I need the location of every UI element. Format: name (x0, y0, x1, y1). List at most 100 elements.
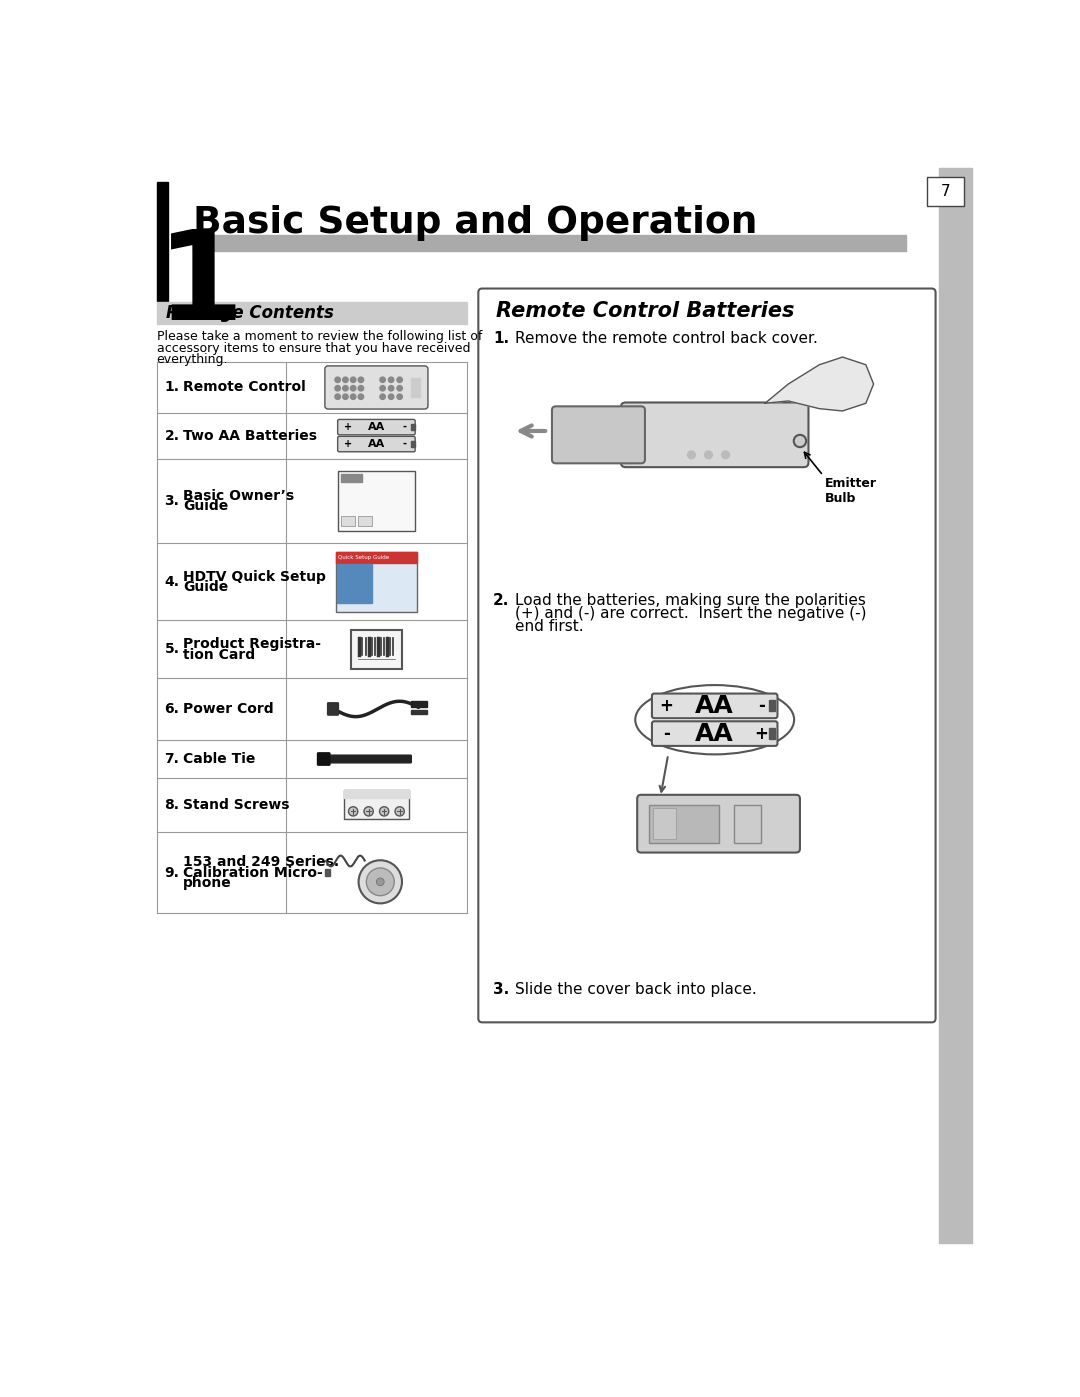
Circle shape (379, 806, 389, 816)
Circle shape (364, 806, 374, 816)
Text: +: + (345, 422, 352, 432)
Circle shape (359, 377, 364, 383)
Text: 1.: 1. (494, 331, 509, 346)
Bar (193, 236, 906, 251)
Circle shape (380, 377, 386, 383)
FancyBboxPatch shape (621, 402, 809, 467)
Circle shape (397, 394, 403, 400)
Text: Quick Setup Guide: Quick Setup Guide (338, 555, 389, 560)
Text: 4.: 4. (164, 576, 179, 590)
Text: Power Cord: Power Cord (183, 701, 273, 715)
Text: Package Contents: Package Contents (166, 305, 334, 323)
Text: (+) and (-) are correct.  Insert the negative (-): (+) and (-) are correct. Insert the nega… (515, 606, 866, 620)
FancyBboxPatch shape (478, 289, 935, 1023)
Text: accessory items to ensure that you have received: accessory items to ensure that you have … (157, 342, 470, 355)
Bar (769, 728, 775, 739)
Text: 6.: 6. (164, 701, 179, 715)
Bar (337, 564, 373, 602)
Circle shape (389, 394, 394, 400)
Text: -: - (403, 422, 406, 432)
Text: 153 and 249 Series.: 153 and 249 Series. (183, 855, 339, 869)
Circle shape (366, 868, 394, 895)
Circle shape (342, 394, 348, 400)
Circle shape (380, 394, 386, 400)
Bar (157, 302, 467, 324)
Bar (652, 807, 676, 840)
Bar (336, 552, 417, 612)
Text: 5.: 5. (164, 643, 179, 657)
Bar (357, 515, 372, 527)
Text: -: - (663, 725, 670, 743)
Text: AA: AA (368, 422, 386, 432)
Text: 3.: 3. (494, 982, 510, 996)
Bar (734, 805, 761, 842)
Bar (927, 177, 964, 207)
Text: +: + (754, 725, 768, 743)
FancyBboxPatch shape (327, 703, 338, 715)
Circle shape (359, 386, 364, 391)
Circle shape (704, 451, 713, 458)
Circle shape (342, 386, 348, 391)
Circle shape (350, 386, 356, 391)
Text: Basic Owner’s: Basic Owner’s (183, 489, 294, 503)
Text: Cable Tie: Cable Tie (183, 752, 256, 766)
Circle shape (350, 394, 356, 400)
Text: 1: 1 (157, 225, 244, 346)
FancyBboxPatch shape (338, 419, 415, 434)
Circle shape (389, 386, 394, 391)
FancyBboxPatch shape (552, 407, 645, 464)
Polygon shape (765, 358, 874, 411)
Text: 3.: 3. (164, 495, 179, 509)
Text: 9.: 9. (164, 866, 179, 880)
Circle shape (377, 877, 384, 886)
Text: Stand Screws: Stand Screws (183, 798, 289, 812)
Circle shape (359, 861, 402, 904)
Text: Basic Setup and Operation: Basic Setup and Operation (193, 204, 757, 240)
Text: Guide: Guide (183, 500, 228, 514)
Circle shape (395, 806, 404, 816)
Bar (341, 515, 354, 527)
Text: Calibration Micro-: Calibration Micro- (183, 866, 323, 880)
Circle shape (359, 394, 364, 400)
Text: +: + (660, 697, 674, 715)
Circle shape (380, 386, 386, 391)
Bar (343, 789, 409, 798)
Circle shape (335, 394, 340, 400)
Bar (649, 805, 718, 842)
Text: HDTV Quick Setup: HDTV Quick Setup (183, 570, 326, 584)
FancyBboxPatch shape (338, 436, 415, 451)
Circle shape (335, 386, 340, 391)
Bar (351, 630, 402, 669)
Circle shape (335, 377, 340, 383)
Text: Two AA Batteries: Two AA Batteries (183, 429, 318, 443)
Circle shape (721, 451, 729, 458)
Text: Remote Control: Remote Control (183, 380, 306, 394)
Text: Please take a moment to review the following list of: Please take a moment to review the follo… (157, 330, 482, 344)
Text: Product Registra-: Product Registra- (183, 637, 321, 651)
Bar (338, 471, 415, 531)
Text: Guide: Guide (183, 580, 228, 594)
Bar (343, 789, 409, 819)
Bar (411, 711, 427, 714)
Circle shape (688, 451, 696, 458)
Text: Remote Control Batteries: Remote Control Batteries (496, 300, 795, 321)
Text: 2.: 2. (164, 429, 179, 443)
Bar (410, 379, 420, 397)
Bar (940, 168, 972, 1243)
FancyBboxPatch shape (328, 756, 411, 763)
Text: -: - (403, 439, 406, 448)
Text: AA: AA (696, 722, 734, 746)
Text: AA: AA (696, 694, 734, 718)
Text: 1.: 1. (164, 380, 179, 394)
Bar (410, 425, 415, 430)
Text: tion Card: tion Card (183, 648, 255, 662)
Circle shape (397, 386, 403, 391)
Text: everything.: everything. (157, 353, 228, 366)
Text: -: - (758, 697, 765, 715)
Ellipse shape (635, 685, 794, 754)
Text: end first.: end first. (515, 619, 583, 634)
Text: Load the batteries, making sure the polarities: Load the batteries, making sure the pola… (515, 592, 866, 608)
Circle shape (389, 377, 394, 383)
Bar (325, 869, 329, 876)
FancyBboxPatch shape (325, 366, 428, 409)
